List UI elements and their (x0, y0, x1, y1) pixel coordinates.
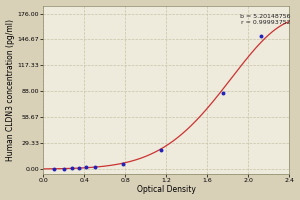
X-axis label: Optical Density: Optical Density (137, 185, 196, 194)
Point (70, 167, 74, 170)
Point (258, 35, 263, 38)
Point (51, 167, 56, 170)
Point (77, 166, 82, 170)
Point (92, 165, 97, 168)
Y-axis label: Human CLDN3 concentration (pg/ml): Human CLDN3 concentration (pg/ml) (6, 19, 15, 161)
Point (61, 167, 66, 170)
Point (220, 91, 225, 95)
Point (121, 162, 126, 165)
Point (84, 166, 89, 169)
Point (159, 148, 164, 151)
Text: b = 5.20148756
r = 0.99993752: b = 5.20148756 r = 0.99993752 (241, 14, 291, 25)
